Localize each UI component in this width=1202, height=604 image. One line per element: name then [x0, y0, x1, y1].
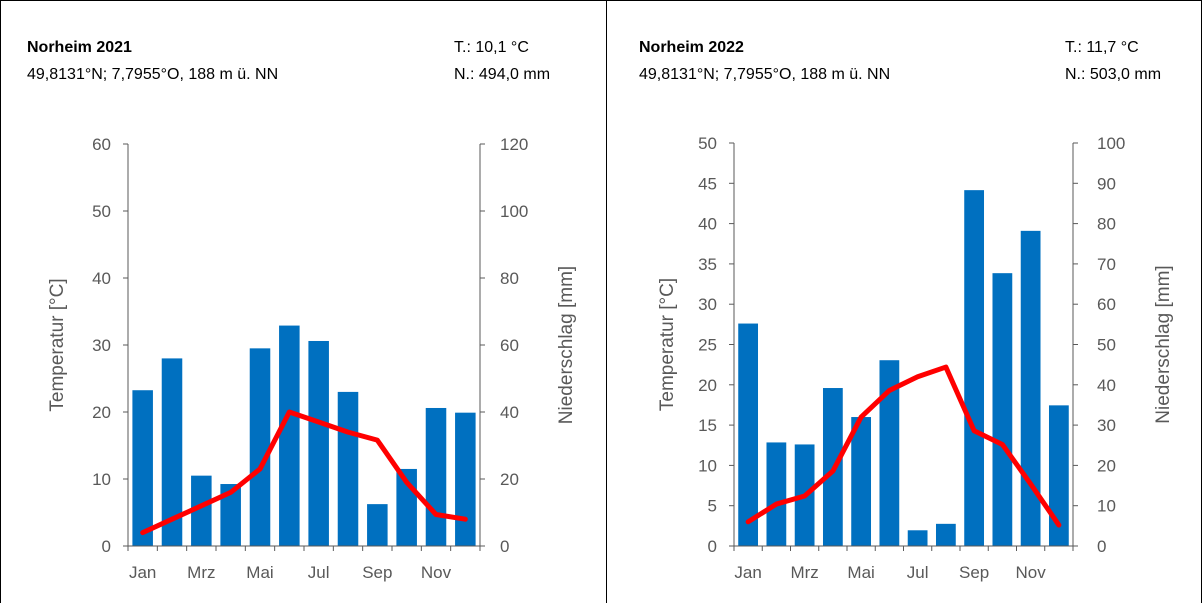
chart-subtitle: 49,8131°N; 7,7955°O, 188 m ü. NN [27, 66, 279, 83]
precipitation-bar-sep [367, 504, 388, 546]
x-tick-label: Mai [246, 563, 273, 582]
right-tick-label: 20 [500, 470, 519, 489]
x-tick-label: Nov [421, 563, 452, 582]
climate-chart-2022: 0 5 10 15 20 25 30 35 40 45 50 0 10 20 30 40 50 60 70 80 90 1… [657, 134, 1174, 582]
x-tick-label: Sep [362, 563, 392, 582]
chart-title: Norheim 2021 [27, 39, 132, 56]
x-tick-label: Jan [734, 563, 761, 582]
right-tick-label: 50 [1097, 336, 1116, 355]
left-tick-label: 10 [92, 470, 111, 489]
precipitation-bar-jun [279, 325, 300, 546]
left-tick-label: 50 [92, 202, 111, 221]
right-tick-label: 120 [500, 135, 528, 154]
chart-title: Norheim 2022 [639, 39, 744, 56]
precipitation-bar-jan [132, 390, 153, 546]
right-tick-label: 0 [500, 537, 509, 556]
precipitation-bar-jul [907, 530, 928, 546]
left-tick-label: 35 [698, 255, 717, 274]
left-tick-label: 20 [698, 376, 717, 395]
chart-panel-2021: Norheim 2021 49,8131°N; 7,7955°O, 188 m … [0, 0, 607, 603]
right-tick-label: 100 [1097, 134, 1125, 153]
precipitation-bar-jun [879, 360, 900, 546]
left-tick-label: 20 [92, 403, 111, 422]
precipitation-bar-jan [738, 323, 759, 546]
right-tick-label: 20 [1097, 456, 1116, 475]
left-tick-label: 15 [698, 416, 717, 435]
x-tick-label: Mai [847, 563, 874, 582]
right-axis-title: Niederschlag [mm] [556, 266, 577, 424]
precipitation-bar-mrz [191, 475, 212, 546]
right-tick-label: 40 [500, 403, 519, 422]
chart-panel-2022: Norheim 2022 49,8131°N; 7,7955°O, 188 m … [606, 0, 1202, 603]
right-tick-label: 70 [1097, 255, 1116, 274]
left-tick-label: 5 [708, 497, 717, 516]
precipitation-bar-apr [220, 484, 241, 546]
left-tick-label: 10 [698, 456, 717, 475]
right-tick-label: 60 [1097, 295, 1116, 314]
annual-precipitation: N.: 503,0 mm [1065, 66, 1162, 83]
temperature-line [745, 364, 1062, 528]
precipitation-bar-jul [308, 340, 329, 546]
left-tick-label: 40 [698, 215, 717, 234]
precipitation-bar-nov [425, 407, 447, 546]
left-axis-title: Temperatur [°C] [657, 278, 678, 411]
x-tick-label: Jul [907, 563, 929, 582]
right-tick-label: 0 [1097, 537, 1106, 556]
right-tick-label: 60 [500, 336, 519, 355]
precipitation-bar-mai [249, 348, 271, 546]
precipitation-bar-dez [455, 412, 476, 546]
right-tick-label: 80 [500, 269, 519, 288]
x-tick-label: Jan [129, 563, 156, 582]
left-tick-label: 60 [92, 135, 111, 154]
precipitation-bar-feb [766, 442, 787, 546]
left-axis-title: Temperatur [°C] [47, 278, 68, 411]
left-tick-label: 30 [92, 336, 111, 355]
precipitation-bar-dez [1048, 405, 1069, 546]
left-tick-label: 0 [102, 537, 111, 556]
precipitation-bar-okt [992, 273, 1013, 546]
precipitation-bar-mai [851, 417, 872, 546]
x-tick-label: Mrz [187, 563, 215, 582]
precipitation-bar-aug [337, 391, 359, 546]
annual-temperature: T.: 11,7 °C [1065, 39, 1139, 56]
right-tick-label: 100 [500, 202, 528, 221]
right-tick-label: 30 [1097, 416, 1116, 435]
precipitation-bar-sep [964, 190, 985, 546]
left-tick-label: 30 [698, 295, 717, 314]
x-tick-label: Sep [959, 563, 989, 582]
precipitation-bar-feb [161, 358, 183, 546]
x-tick-label: Jul [308, 563, 330, 582]
right-tick-label: 40 [1097, 376, 1116, 395]
left-tick-label: 25 [698, 336, 717, 355]
right-axis-title: Niederschlag [mm] [1153, 265, 1174, 423]
left-tick-label: 40 [92, 269, 111, 288]
annual-temperature: T.: 10,1 °C [454, 39, 529, 56]
x-tick-label: Mrz [790, 563, 818, 582]
precipitation-bar-aug [935, 523, 956, 546]
x-tick-label: Nov [1016, 563, 1047, 582]
left-tick-label: 50 [698, 134, 717, 153]
precipitation-bar-nov [1020, 230, 1041, 546]
climate-chart-2021: 0 10 20 30 40 50 60 0 20 40 60 80 100 120 Jan Mrz Mai Jul… [47, 135, 577, 582]
left-tick-label: 0 [708, 537, 717, 556]
annual-precipitation: N.: 494,0 mm [454, 66, 551, 83]
right-tick-label: 80 [1097, 215, 1116, 234]
temperature-line [140, 409, 468, 536]
chart-subtitle: 49,8131°N; 7,7955°O, 188 m ü. NN [639, 66, 891, 83]
left-tick-label: 45 [698, 174, 717, 193]
right-tick-label: 90 [1097, 174, 1116, 193]
right-tick-label: 10 [1097, 497, 1116, 516]
